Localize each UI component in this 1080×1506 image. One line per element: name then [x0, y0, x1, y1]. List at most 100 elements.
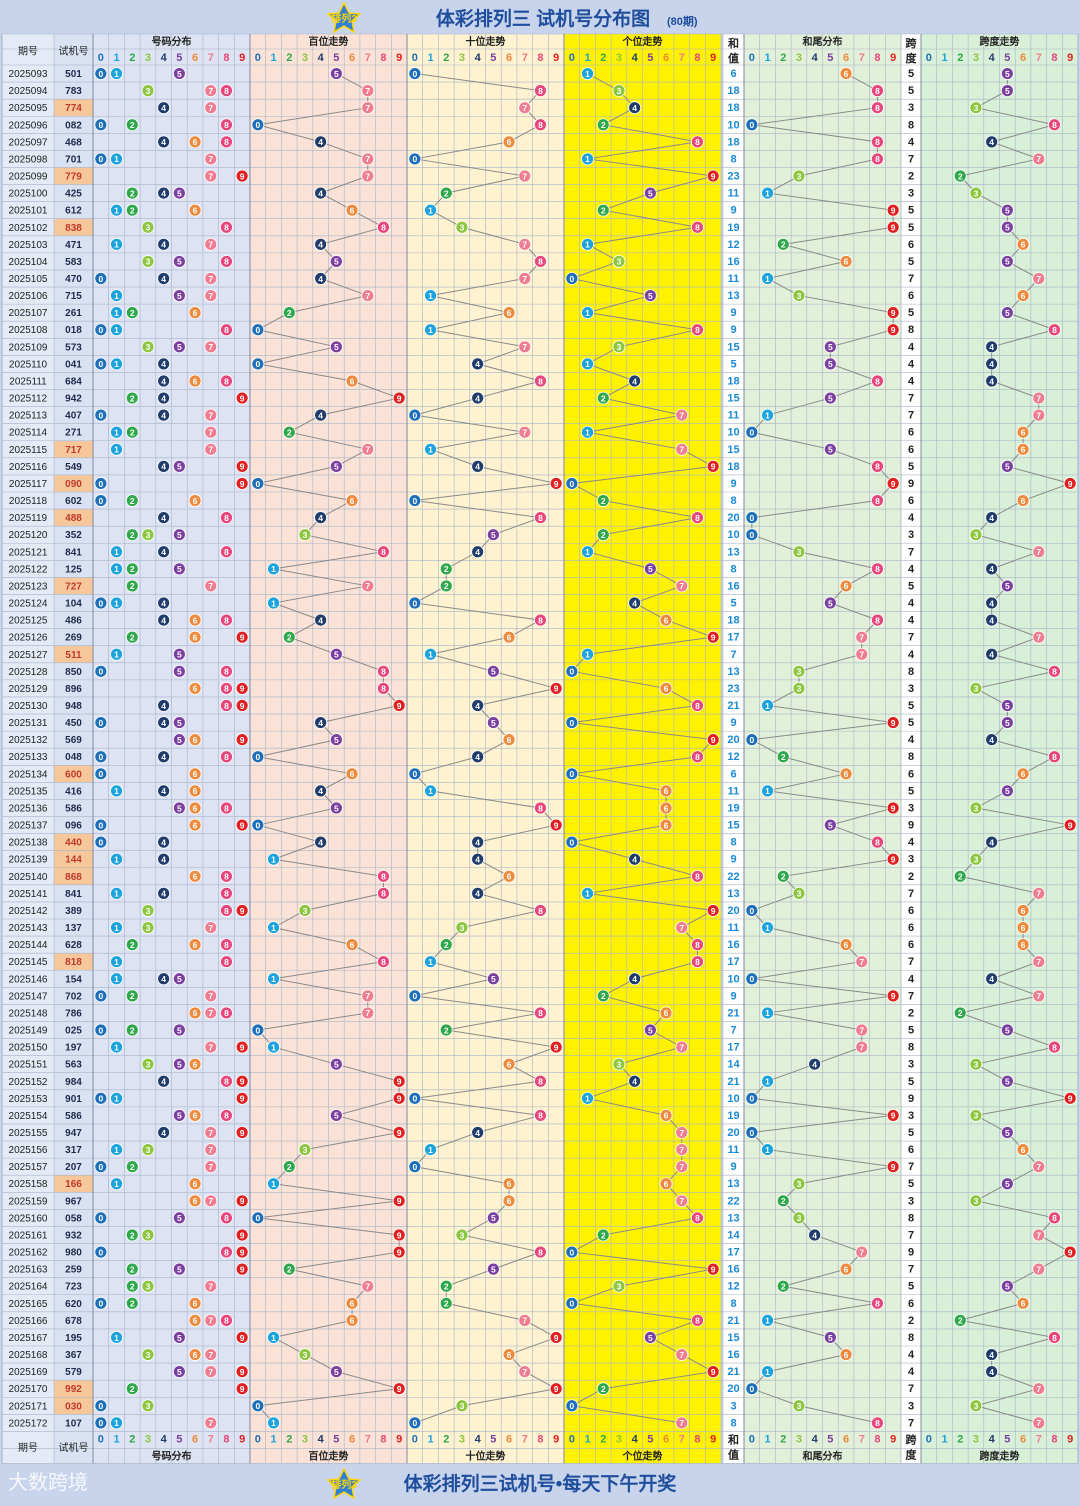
svg-text:5: 5	[177, 803, 182, 813]
span-cell: 7	[908, 1229, 914, 1241]
tail-ball: 7	[855, 955, 869, 969]
span-cell: 7	[908, 546, 914, 558]
tail-ball: 8	[871, 84, 884, 98]
hundreds-ball: 7	[361, 152, 375, 166]
dist-ball: 6	[188, 1177, 202, 1191]
period-cell: 2025167	[9, 1333, 48, 1344]
tail-ball: 1	[761, 1313, 774, 1327]
svg-text:8: 8	[875, 154, 880, 164]
dist-ball: 6	[188, 1348, 202, 1361]
dist-ball: 2	[125, 1228, 139, 1242]
header-digit: 1	[584, 1433, 590, 1445]
tens-ball: 0	[408, 1091, 422, 1105]
hundreds-ball: 0	[251, 750, 265, 764]
svg-text:7: 7	[1036, 1264, 1041, 1274]
span-cell: 6	[908, 905, 914, 917]
svg-text:5: 5	[1005, 1077, 1010, 1087]
hundreds-ball: 9	[392, 1194, 406, 1208]
svg-text:1: 1	[271, 1418, 276, 1428]
svg-text:0: 0	[255, 479, 260, 489]
svg-text:5: 5	[648, 564, 653, 574]
units-ball: 9	[706, 459, 720, 473]
span-cell: 8	[908, 324, 914, 336]
header-digit: 9	[890, 1433, 896, 1445]
svg-text:4: 4	[161, 855, 166, 865]
number-cell: 125	[65, 564, 82, 575]
svg-text:3: 3	[617, 342, 622, 352]
dist-ball: 9	[235, 904, 249, 917]
tens-ball: 8	[534, 613, 547, 627]
span-ball: 4	[985, 1348, 999, 1361]
number-highlight	[54, 577, 93, 595]
hundreds-ball: 0	[251, 357, 265, 371]
svg-text:9: 9	[240, 701, 245, 711]
number-cell: 440	[65, 838, 82, 849]
dist-ball: 8	[220, 1006, 233, 1020]
svg-text:2: 2	[130, 496, 135, 506]
span-ball: 5	[1000, 306, 1014, 320]
period-cell: 2025094	[9, 86, 48, 97]
dist-ball: 0	[94, 818, 108, 832]
svg-text:6: 6	[1021, 923, 1026, 933]
svg-text:3: 3	[797, 1213, 802, 1223]
span-cell: 4	[908, 358, 915, 370]
dist-ball: 9	[235, 1040, 249, 1054]
header-digit: 3	[302, 52, 308, 64]
svg-text:3: 3	[460, 1230, 465, 1240]
header-digit: 8	[694, 52, 700, 64]
number-cell: 715	[65, 291, 82, 302]
header-digit: 4	[989, 52, 996, 64]
units-ball: 2	[596, 528, 610, 542]
span-cell: 2	[908, 1007, 914, 1019]
dist-ball: 4	[157, 1074, 171, 1088]
dist-ball: 4	[157, 237, 171, 251]
svg-text:8: 8	[695, 1316, 700, 1326]
tens-ball: 8	[534, 801, 547, 815]
svg-text:2: 2	[130, 1299, 135, 1309]
sum-cell: 17	[727, 956, 739, 968]
hundreds-ball: 4	[314, 511, 328, 525]
dist-ball: 9	[235, 459, 249, 473]
span-ball: 4	[985, 596, 999, 610]
svg-text:7: 7	[1036, 1418, 1041, 1428]
svg-text:0: 0	[569, 1299, 574, 1309]
dist-ball: 9	[235, 818, 249, 832]
header-digit: 1	[427, 52, 433, 64]
svg-text:1: 1	[765, 188, 770, 198]
tens-ball: 4	[471, 699, 485, 712]
tens-ball: 0	[408, 67, 422, 80]
tail-ball: 5	[823, 596, 837, 610]
svg-text:2: 2	[287, 632, 292, 642]
dist-ball: 5	[172, 1331, 186, 1344]
svg-text:0: 0	[98, 769, 103, 779]
dist-ball: 5	[172, 1211, 186, 1225]
dist-ball: 4	[157, 784, 171, 798]
svg-text:6: 6	[664, 786, 669, 796]
hundreds-ball: 7	[361, 169, 375, 183]
span-cell: 5	[908, 256, 914, 268]
tail-ball: 0	[745, 904, 759, 917]
tail-ball: 3	[792, 664, 806, 678]
dist-ball: 5	[172, 716, 186, 729]
tail-ball: 7	[855, 1023, 869, 1037]
units-ball: 7	[675, 1040, 689, 1054]
header-digit: 2	[957, 1433, 963, 1445]
tens-ball: 4	[471, 1126, 485, 1139]
period-cell: 2025138	[9, 838, 48, 849]
svg-text:2: 2	[130, 428, 135, 438]
svg-text:1: 1	[114, 428, 119, 438]
units-ball: 1	[581, 357, 594, 371]
hundreds-ball: 6	[345, 494, 359, 507]
tail-ball: 1	[761, 186, 774, 200]
sum-cell: 7	[730, 1025, 736, 1037]
dist-ball: 7	[204, 1006, 218, 1020]
units-ball: 4	[628, 1074, 642, 1088]
dist-ball: 5	[172, 733, 186, 747]
span-ball: 3	[969, 101, 983, 115]
svg-text:4: 4	[161, 701, 166, 711]
svg-text:9: 9	[240, 462, 245, 472]
svg-text:6: 6	[1021, 1145, 1026, 1155]
svg-text:9: 9	[711, 906, 716, 916]
header-digit: 0	[98, 52, 104, 64]
tail-ball: 9	[886, 716, 900, 729]
